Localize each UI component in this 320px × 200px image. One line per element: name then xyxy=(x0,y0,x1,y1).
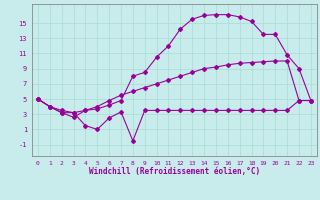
X-axis label: Windchill (Refroidissement éolien,°C): Windchill (Refroidissement éolien,°C) xyxy=(89,167,260,176)
